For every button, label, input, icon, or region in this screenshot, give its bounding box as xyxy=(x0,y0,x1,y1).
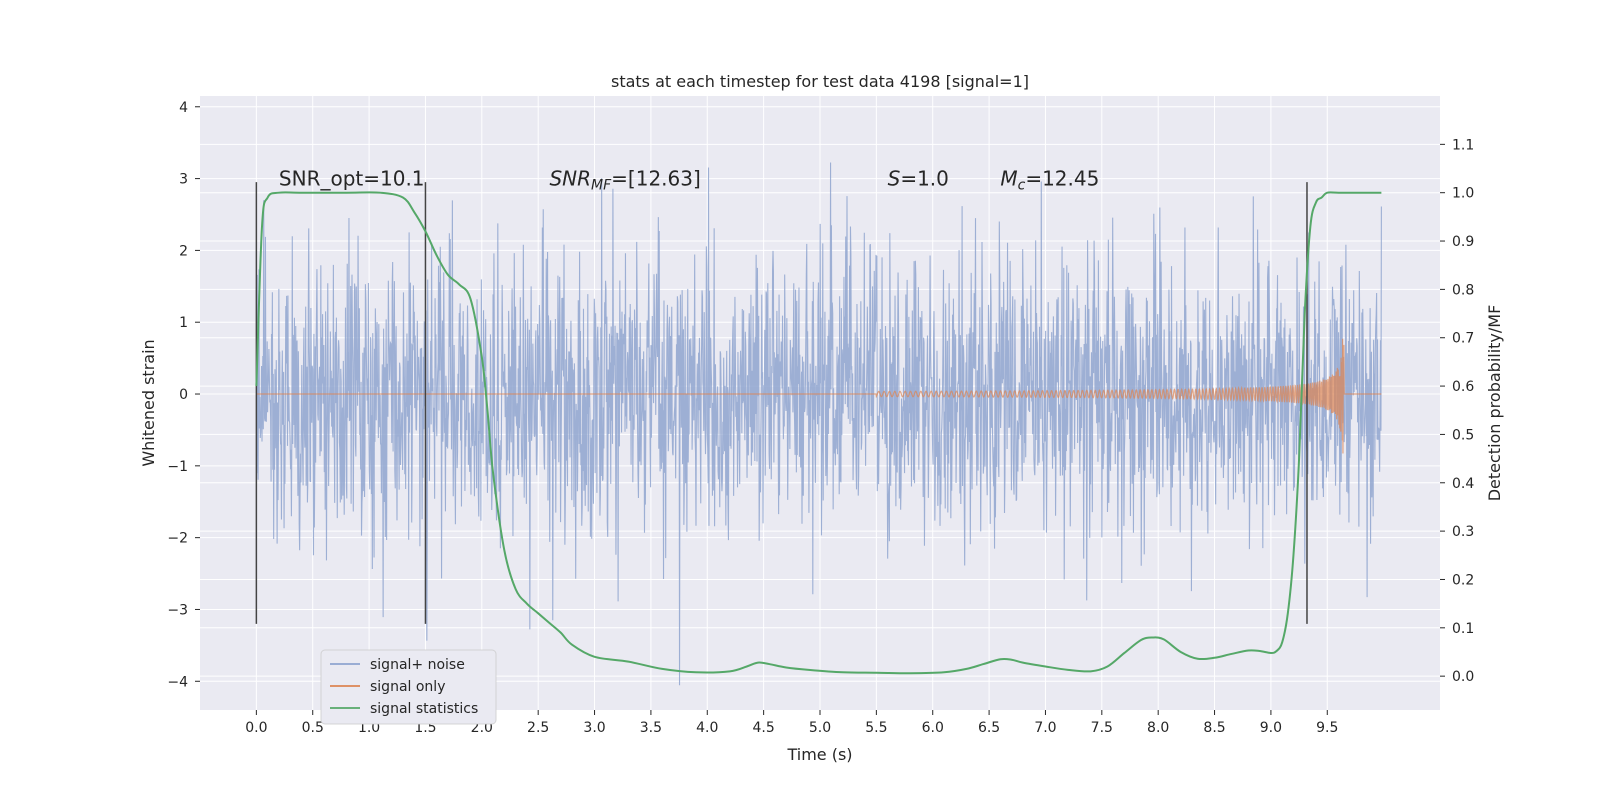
x-tick-label: 9.5 xyxy=(1316,720,1338,736)
y2-tick-label: 1.0 xyxy=(1452,186,1474,202)
x-tick-label: 0.5 xyxy=(302,720,324,736)
plot-area xyxy=(255,162,1382,686)
annotation-1: SNRMF=[12.63] xyxy=(549,167,700,194)
x-tick-label: 5.0 xyxy=(809,720,831,736)
y-tick-label: −1 xyxy=(167,459,188,475)
y2-axis-label: Detection probability/MF xyxy=(1485,305,1504,502)
y2-tick-label: 0.8 xyxy=(1452,282,1474,298)
x-tick-label: 4.0 xyxy=(696,720,718,736)
series-signal-statistics xyxy=(255,191,1382,675)
x-tick-label: 0.0 xyxy=(245,720,267,736)
x-tick-label: 4.5 xyxy=(753,720,775,736)
y-tick-label: 0 xyxy=(179,387,188,403)
y2-tick-label: 0.7 xyxy=(1452,331,1474,347)
series-signal-noise xyxy=(255,162,1382,686)
y-tick-label: 1 xyxy=(179,315,188,331)
legend-label-stats: signal statistics xyxy=(370,701,478,717)
annotation-0: SNR_opt=10.1 xyxy=(279,167,425,191)
y2-tick-label: 0.5 xyxy=(1452,427,1474,443)
y2-tick-label: 0.3 xyxy=(1452,524,1474,540)
y2-tick-label: 0.0 xyxy=(1452,669,1474,685)
x-axis-label: Time (s) xyxy=(786,745,852,764)
x-tick-label: 2.5 xyxy=(527,720,549,736)
y2-tick-label: 0.9 xyxy=(1452,234,1474,250)
x-tick-label: 3.0 xyxy=(583,720,605,736)
x-tick-label: 8.5 xyxy=(1203,720,1225,736)
y2-tick-label: 1.1 xyxy=(1452,137,1474,153)
x-tick-label: 6.0 xyxy=(922,720,944,736)
annotations: SNR_opt=10.1 SNRMF=[12.63] S=1.0 Mc=12.45 xyxy=(279,167,1099,194)
ticks: 0.0 0.5 1.0 1.5 2.0 2.5 3.0 3.5 4.0 4.5 5.0 5.5 6.0 6… xyxy=(167,100,1474,736)
legend-label-noise: signal+ noise xyxy=(370,657,465,673)
y-tick-label: 3 xyxy=(179,172,188,188)
x-tick-label: 9.0 xyxy=(1260,720,1282,736)
x-tick-label: 7.5 xyxy=(1091,720,1113,736)
y-tick-label: −2 xyxy=(167,531,188,547)
y2-tick-label: 0.6 xyxy=(1452,379,1474,395)
y-tick-label: −3 xyxy=(167,602,188,618)
y-tick-label: 2 xyxy=(179,243,188,259)
series-signal-only xyxy=(256,338,1382,454)
y-axis-label: Whitened strain xyxy=(139,339,158,466)
annotation-2: S=1.0 xyxy=(888,167,949,191)
legend-box xyxy=(320,649,497,725)
legend: signal+ noise signal only signal statist… xyxy=(320,649,497,725)
y2-tick-label: 0.2 xyxy=(1452,572,1474,588)
annotation-3: Mc=12.45 xyxy=(1000,167,1099,194)
chart-title: stats at each timestep for test data 419… xyxy=(611,72,1029,91)
x-tick-label: 5.5 xyxy=(865,720,887,736)
y-tick-label: −4 xyxy=(167,674,188,690)
legend-label-signal: signal only xyxy=(370,679,445,695)
y-tick-label: 4 xyxy=(179,100,188,116)
x-tick-label: 6.5 xyxy=(978,720,1000,736)
y2-tick-label: 0.1 xyxy=(1452,621,1474,637)
y2-tick-label: 0.4 xyxy=(1452,476,1474,492)
x-tick-label: 8.0 xyxy=(1147,720,1169,736)
x-tick-label: 7.0 xyxy=(1034,720,1056,736)
x-tick-label: 3.5 xyxy=(640,720,662,736)
